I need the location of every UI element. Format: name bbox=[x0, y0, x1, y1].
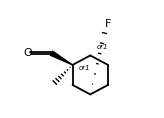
Text: F: F bbox=[105, 19, 112, 29]
Polygon shape bbox=[50, 51, 72, 65]
Text: or1: or1 bbox=[78, 65, 90, 71]
Text: or1: or1 bbox=[97, 44, 108, 50]
Text: O: O bbox=[23, 48, 32, 58]
